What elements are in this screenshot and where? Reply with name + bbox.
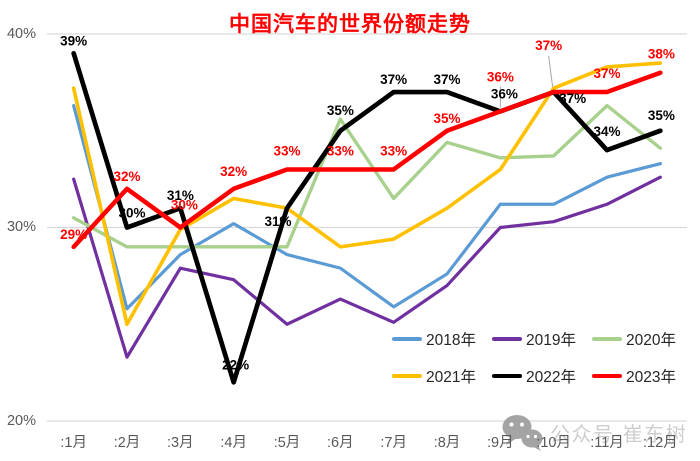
legend-label: 2018年 (426, 332, 476, 349)
series-line-2022年 (71, 50, 663, 385)
x-axis-tick: :10月 (536, 435, 571, 451)
x-axis-tick: :4月 (220, 435, 247, 451)
legend-item-2018年: 2018年 (392, 328, 476, 350)
label-leader-line (548, 55, 554, 88)
legend-label: 2022年 (525, 369, 576, 386)
legend-swatch (491, 337, 522, 341)
legend-item-2023年: 2023年 (591, 365, 676, 387)
data-label-2023年: 37% (535, 38, 562, 53)
legend-swatch (591, 337, 622, 341)
data-label-2022年: 37% (433, 72, 460, 87)
legend-row: 2018年 2019年 2020年 (392, 328, 676, 350)
data-label-2022年: 35% (648, 108, 675, 123)
legend-item-2022年: 2022年 (491, 365, 576, 387)
legend-row: 2021年 2022年 2023年 (392, 365, 676, 387)
y-axis-tick: 30% (6, 219, 36, 235)
x-axis-tick: :8月 (433, 435, 461, 451)
data-label-2023年: 37% (593, 66, 620, 81)
legend-label: 2023年 (625, 369, 676, 386)
data-label-2023年: 32% (220, 164, 247, 179)
data-label-2022年: 31% (167, 188, 194, 203)
data-label-2022年: 30% (118, 206, 145, 221)
data-label-2023年: 33% (273, 143, 300, 158)
data-label-2023年: 32% (113, 169, 140, 184)
legend-swatch (491, 374, 522, 378)
x-axis-tick: :9月 (487, 435, 514, 451)
x-axis-tick: :3月 (167, 435, 194, 451)
data-label-2023年: 29% (60, 227, 87, 242)
series-line-2023年 (71, 70, 663, 250)
x-axis-tick: :6月 (327, 435, 354, 451)
data-label-2023年: 33% (327, 143, 354, 158)
legend-label: 2021年 (426, 369, 476, 386)
data-label-2023年: 35% (433, 111, 460, 126)
data-label-2022年: 36% (491, 86, 518, 101)
data-label-2022年: 22% (222, 357, 249, 372)
legend-swatch (392, 337, 422, 341)
x-axis-tick: :5月 (273, 435, 301, 451)
x-axis-tick: :11月 (590, 435, 624, 451)
series-line-2021年 (71, 61, 663, 327)
legend-label: 2020年 (625, 332, 676, 349)
series-line-2020年 (71, 103, 663, 249)
legend-label: 2019年 (525, 332, 576, 349)
legend-swatch (591, 374, 622, 378)
data-label-2022年: 39% (60, 33, 87, 48)
x-axis-tick: :7月 (380, 435, 407, 451)
data-label-2023年: 36% (487, 69, 514, 84)
y-axis-tick: 20% (6, 413, 36, 429)
x-axis-tick: :2月 (113, 435, 141, 451)
legend-item-2019年: 2019年 (491, 328, 576, 350)
data-label-2022年: 34% (593, 124, 620, 139)
x-axis-tick: :1月 (60, 435, 87, 451)
y-axis-tick: 40% (6, 26, 36, 42)
data-label-2023年: 38% (648, 47, 675, 62)
legend-item-2021年: 2021年 (392, 365, 476, 387)
chart-title: 中国汽车的世界份额走势 (229, 13, 471, 36)
data-label-2022年: 37% (559, 91, 586, 106)
data-label-2023年: 33% (380, 143, 407, 158)
legend-swatch (392, 374, 422, 378)
data-label-2023年: 30% (171, 198, 198, 213)
data-label-2022年: 31% (264, 214, 291, 229)
series-line-2019年 (72, 175, 662, 359)
x-axis-tick: :12月 (642, 435, 678, 451)
series-line-2018年 (72, 103, 662, 311)
legend-item-2020年: 2020年 (591, 328, 676, 350)
data-label-2022年: 35% (327, 103, 354, 118)
data-label-2022年: 37% (380, 72, 407, 87)
